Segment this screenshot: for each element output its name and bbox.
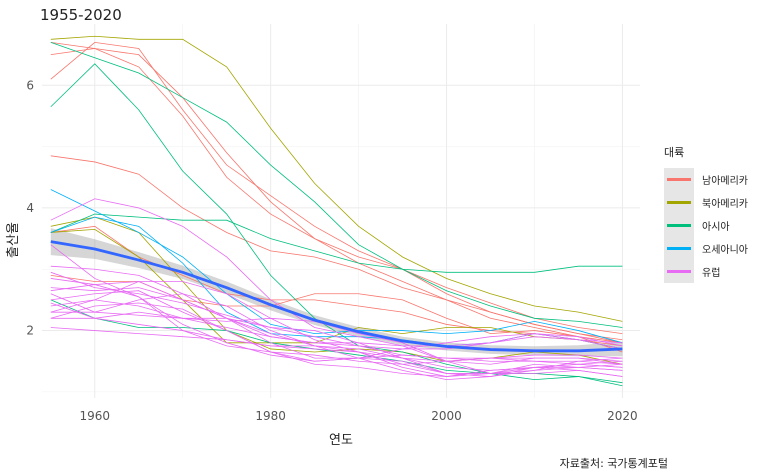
x-tick-label: 1960 bbox=[79, 409, 110, 423]
smooth-line bbox=[50, 240, 623, 353]
y-tick-label: 6 bbox=[26, 78, 34, 92]
chart-grid bbox=[42, 24, 640, 398]
legend-title: 대륙 bbox=[664, 146, 685, 159]
series-line bbox=[50, 293, 623, 368]
chart-caption: 자료출처: 국가통계포털 bbox=[559, 457, 668, 470]
confidence-band bbox=[50, 228, 623, 357]
x-axis-ticks: 1960 1980 2000 2020 bbox=[79, 409, 637, 423]
series-line bbox=[50, 271, 623, 365]
x-axis-label: 연도 bbox=[329, 433, 353, 448]
legend-item: 아시아 bbox=[664, 214, 748, 237]
series-line bbox=[50, 225, 623, 347]
series-line bbox=[50, 35, 623, 322]
legend-label: 유럽 bbox=[702, 268, 721, 279]
series-line bbox=[50, 155, 623, 344]
chart-title: 1955-2020 bbox=[40, 6, 122, 24]
y-axis-ticks: 2 4 6 bbox=[26, 78, 34, 337]
y-tick-label: 2 bbox=[26, 324, 34, 338]
series-lines bbox=[50, 35, 623, 387]
x-tick-label: 2000 bbox=[431, 409, 462, 423]
series-line bbox=[50, 311, 623, 377]
x-tick-label: 2020 bbox=[607, 409, 638, 423]
series-line bbox=[50, 274, 623, 353]
series-line bbox=[50, 213, 623, 273]
smooth-trend-line bbox=[50, 240, 623, 353]
legend-item: 오세아니아 bbox=[664, 237, 748, 260]
legend-key bbox=[664, 191, 694, 214]
series-line bbox=[50, 42, 623, 328]
legend-label: 남아메리카 bbox=[702, 176, 748, 187]
legend-item: 북아메리카 bbox=[664, 191, 748, 214]
series-line bbox=[50, 302, 623, 377]
series-line bbox=[50, 41, 623, 335]
smooth-confidence-band bbox=[50, 228, 623, 357]
y-tick-label: 4 bbox=[26, 201, 34, 215]
series-line bbox=[50, 327, 623, 374]
legend-item: 유럽 bbox=[664, 260, 748, 283]
series-line bbox=[50, 299, 623, 347]
legend-label: 오세아니아 bbox=[702, 245, 748, 256]
series-line bbox=[50, 265, 623, 350]
x-tick-label: 1980 bbox=[255, 409, 286, 423]
legend-item: 남아메리카 bbox=[664, 168, 748, 191]
legend-key bbox=[664, 237, 694, 260]
series-line bbox=[50, 278, 623, 365]
y-axis-label: 출산율 bbox=[6, 222, 21, 258]
series-line bbox=[50, 41, 623, 344]
series-line bbox=[50, 198, 623, 365]
legend-key bbox=[664, 214, 694, 237]
series-line bbox=[50, 281, 623, 377]
legend-label: 아시아 bbox=[702, 222, 730, 233]
series-line bbox=[50, 281, 623, 381]
series-line bbox=[50, 302, 623, 377]
legend-key bbox=[664, 168, 694, 191]
legend-key bbox=[664, 260, 694, 283]
legend-label: 북아메리카 bbox=[702, 199, 748, 210]
series-line bbox=[50, 244, 623, 362]
